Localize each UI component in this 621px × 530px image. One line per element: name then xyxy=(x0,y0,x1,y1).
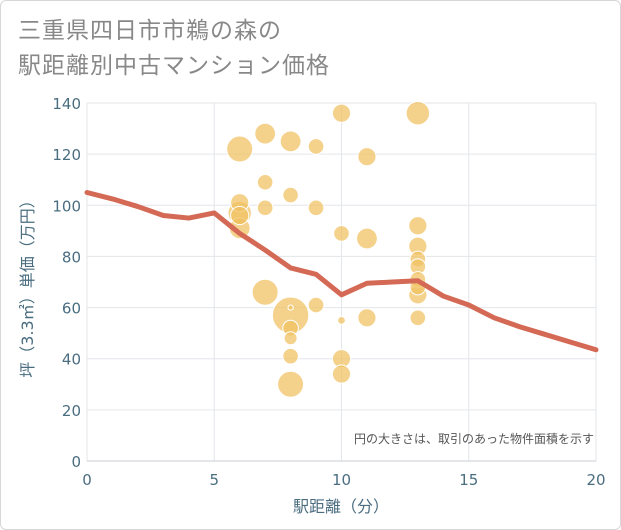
data-bubble xyxy=(405,101,431,126)
data-bubble xyxy=(277,370,305,398)
x-tick-label: 20 xyxy=(586,471,605,489)
y-tick-label: 80 xyxy=(62,248,81,266)
y-axis-label: 坪（3.3㎡）単価（万円） xyxy=(18,192,37,377)
data-bubble xyxy=(331,103,352,123)
data-bubble xyxy=(307,138,325,155)
data-bubble xyxy=(307,199,325,217)
chart-title-line-1: 三重県四日市市鵜の森の xyxy=(18,18,282,44)
data-bubble xyxy=(356,227,378,250)
data-bubble xyxy=(287,304,294,311)
data-bubble xyxy=(226,135,254,163)
data-bubble xyxy=(254,122,277,145)
y-tick-label: 120 xyxy=(52,146,81,164)
y-tick-label: 0 xyxy=(71,453,81,471)
x-tick-label: 15 xyxy=(459,471,478,489)
y-tick-label: 140 xyxy=(52,95,81,113)
grid-lines xyxy=(86,102,597,462)
data-bubble xyxy=(357,308,377,328)
x-axis-label: 駅距離（分） xyxy=(293,497,389,516)
y-tick-label: 20 xyxy=(62,402,81,420)
data-bubble xyxy=(307,296,325,314)
data-bubble xyxy=(282,186,299,204)
chart-title-line-2: 駅距離別中古マンション価格 xyxy=(18,53,330,79)
bubble-layer xyxy=(226,101,431,398)
data-bubble xyxy=(409,309,427,327)
data-bubble xyxy=(256,199,274,217)
x-tick-label: 0 xyxy=(82,471,92,489)
y-tick-label: 60 xyxy=(62,300,81,318)
x-tick-label: 10 xyxy=(332,471,351,489)
chart-title: 三重県四日市市鵜の森の 駅距離別中古マンション価格 xyxy=(18,14,330,84)
data-bubble xyxy=(408,216,428,236)
trend-line-layer xyxy=(84,190,599,353)
y-tick-label: 100 xyxy=(52,197,81,215)
tick-labels: 0 20 40 60 80 100 120 140 0 5 10 15 20 xyxy=(52,95,605,489)
data-bubble xyxy=(256,173,274,191)
data-bubble xyxy=(357,147,377,167)
data-bubble xyxy=(337,315,346,325)
data-bubble xyxy=(333,225,350,242)
data-bubble xyxy=(251,278,279,306)
data-bubble xyxy=(279,130,302,153)
x-tick-label: 5 xyxy=(209,471,219,489)
data-bubble xyxy=(230,205,250,226)
average-price-line xyxy=(84,190,599,353)
data-bubble xyxy=(331,364,352,384)
y-tick-label: 40 xyxy=(62,351,81,369)
size-legend-note: 円の大きさは、取引のあった物件面積を示す xyxy=(354,431,594,446)
data-bubble xyxy=(282,347,299,365)
data-bubble xyxy=(283,331,298,346)
